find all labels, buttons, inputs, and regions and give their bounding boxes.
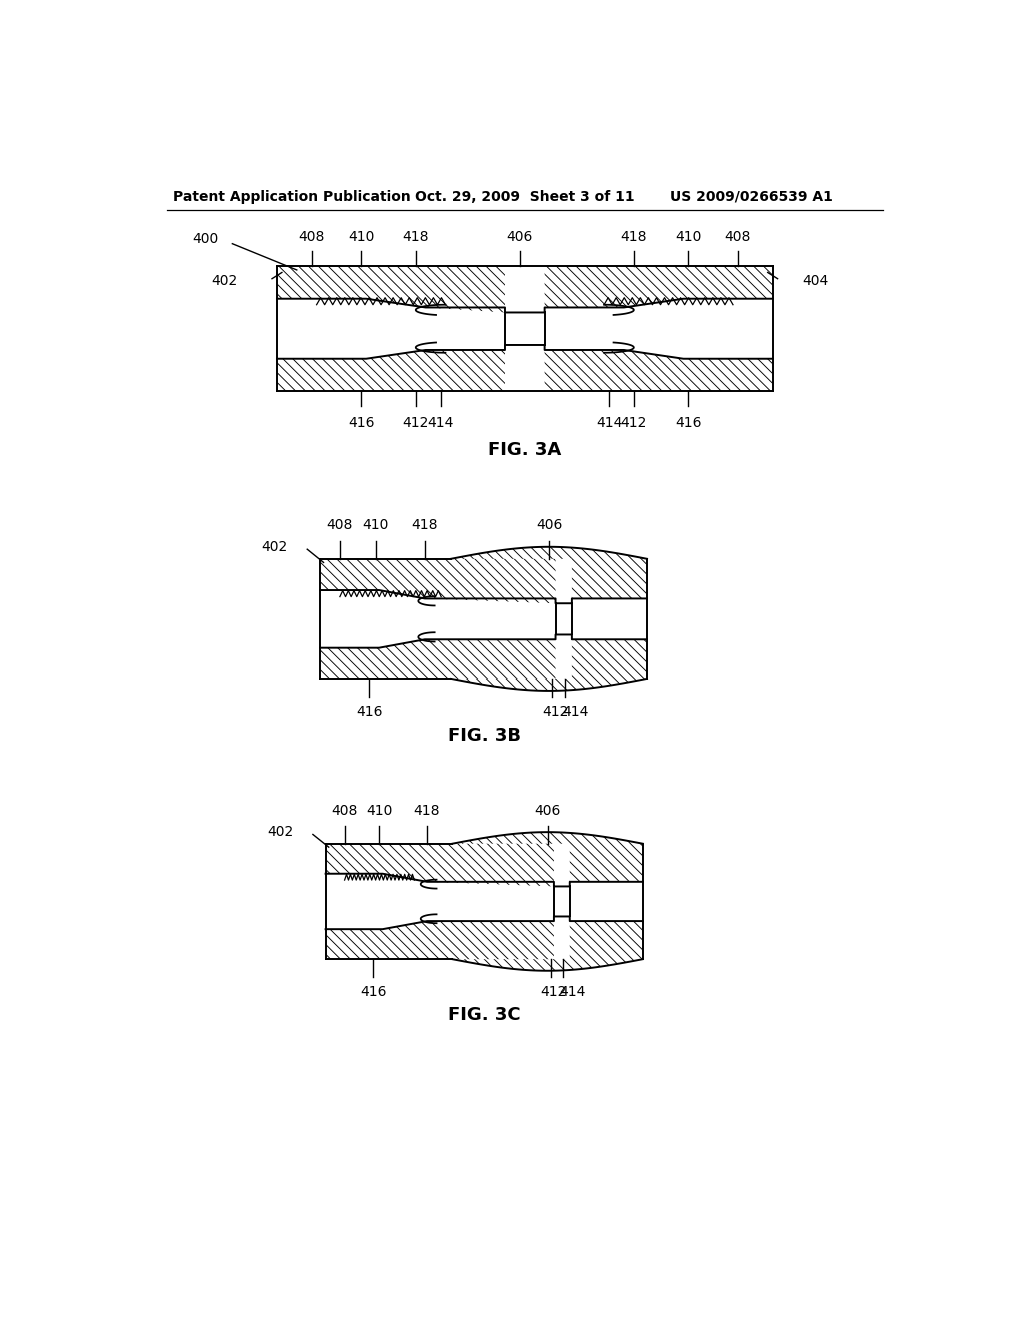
- Text: US 2009/0266539 A1: US 2009/0266539 A1: [671, 190, 834, 203]
- Text: 408: 408: [332, 804, 357, 818]
- Text: 418: 418: [412, 519, 438, 532]
- Text: 408: 408: [725, 230, 752, 244]
- Text: 416: 416: [348, 416, 375, 430]
- Text: 416: 416: [675, 416, 701, 430]
- Text: 408: 408: [298, 230, 325, 244]
- Text: 412: 412: [621, 416, 647, 430]
- Text: 412: 412: [543, 705, 568, 719]
- Text: 412: 412: [541, 985, 567, 999]
- Text: Oct. 29, 2009  Sheet 3 of 11: Oct. 29, 2009 Sheet 3 of 11: [415, 190, 635, 203]
- Text: 418: 418: [414, 804, 440, 818]
- Text: 418: 418: [621, 230, 647, 244]
- Text: 416: 416: [356, 705, 383, 719]
- Text: 410: 410: [348, 230, 375, 244]
- Text: 404: 404: [803, 275, 828, 288]
- Text: 416: 416: [359, 985, 386, 999]
- Text: 414: 414: [562, 705, 589, 719]
- Text: 418: 418: [402, 230, 429, 244]
- Text: 414: 414: [596, 416, 623, 430]
- Text: 402: 402: [211, 275, 238, 288]
- Text: Patent Application Publication: Patent Application Publication: [173, 190, 411, 203]
- Text: FIG. 3C: FIG. 3C: [449, 1006, 521, 1024]
- Text: 414: 414: [560, 985, 586, 999]
- Text: FIG. 3B: FIG. 3B: [449, 727, 521, 744]
- Text: FIG. 3A: FIG. 3A: [488, 441, 561, 459]
- Text: 414: 414: [427, 416, 454, 430]
- Text: 406: 406: [536, 519, 562, 532]
- Text: 410: 410: [675, 230, 701, 244]
- Text: 400: 400: [193, 232, 219, 246]
- Text: 406: 406: [535, 804, 561, 818]
- Text: 402: 402: [261, 540, 288, 554]
- Text: 412: 412: [402, 416, 429, 430]
- Text: 402: 402: [267, 825, 294, 840]
- Text: 410: 410: [367, 804, 392, 818]
- Text: 410: 410: [362, 519, 389, 532]
- Text: 406: 406: [507, 230, 534, 244]
- Text: 408: 408: [327, 519, 353, 532]
